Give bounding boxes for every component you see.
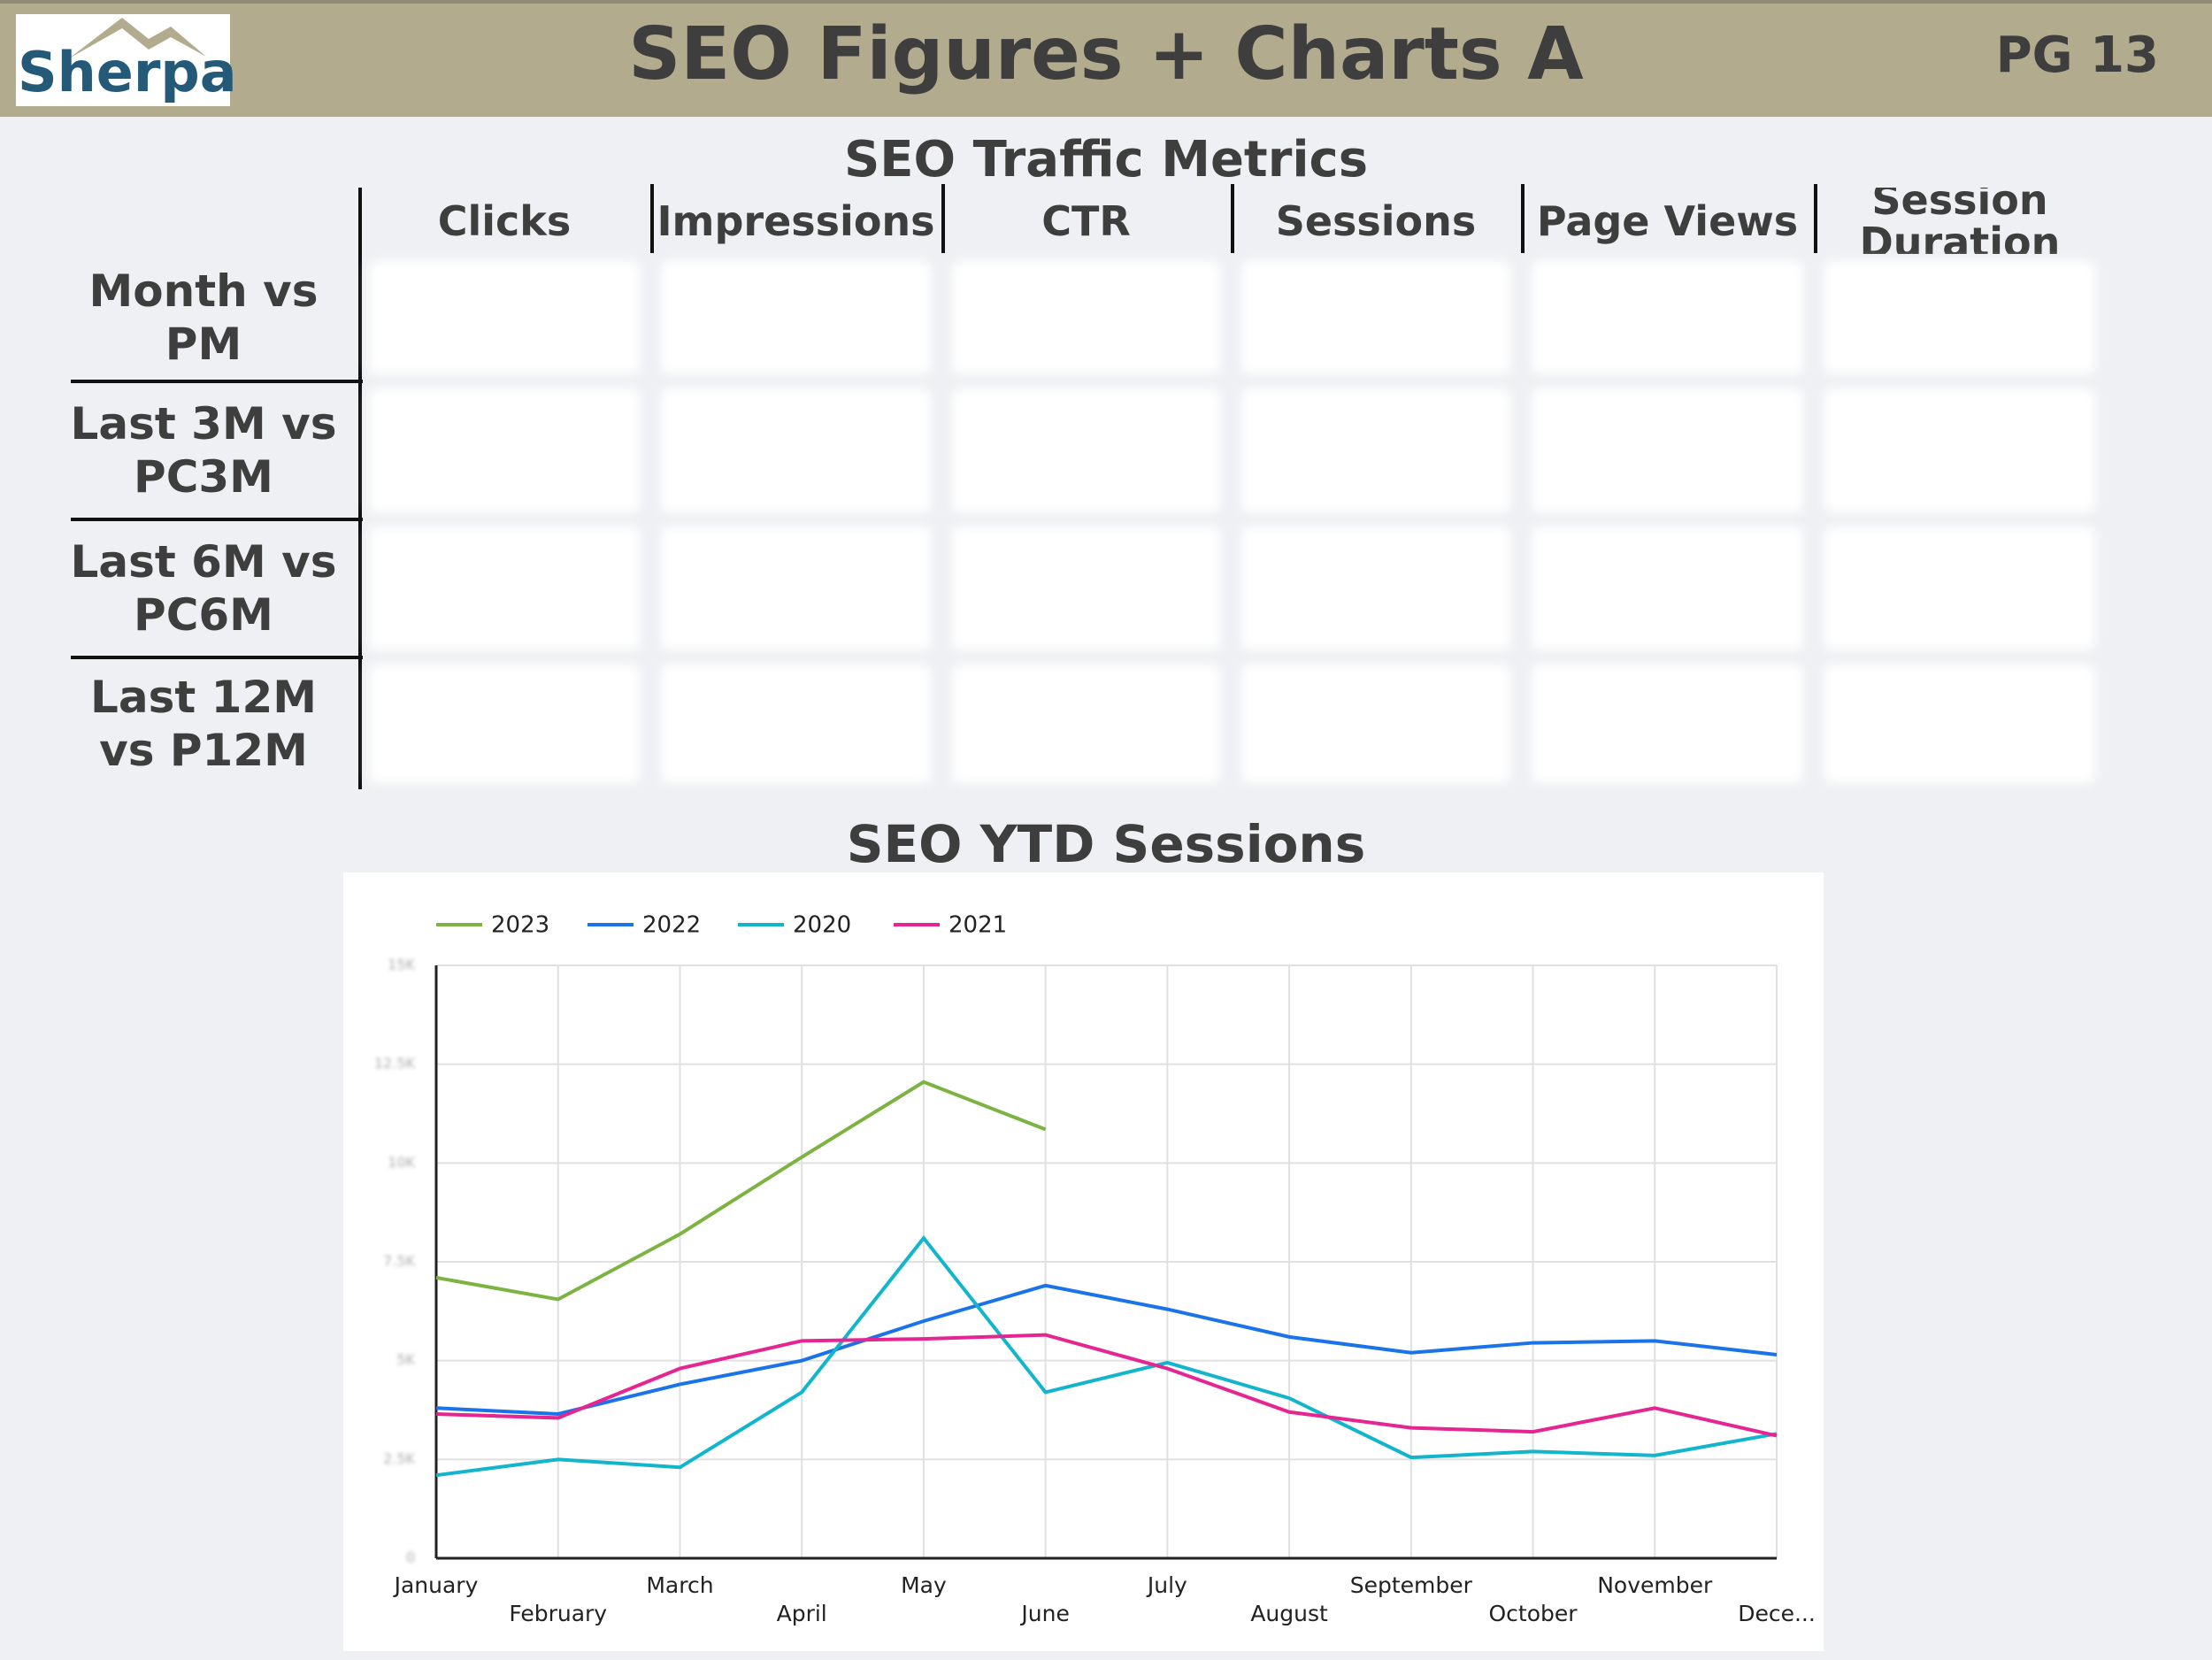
x-tick-label: January	[393, 1572, 479, 1598]
column-header: Sessions	[1275, 196, 1477, 245]
column-header: Impressions	[657, 196, 935, 245]
blurred-cell	[1241, 526, 1510, 650]
blurred-cell	[952, 665, 1220, 783]
blurred-cell	[369, 526, 640, 650]
blurred-cell	[1824, 665, 2095, 783]
x-tick-label: July	[1146, 1572, 1187, 1598]
y-tick-label: 10K	[388, 1154, 415, 1171]
row-header: Month vs PM	[88, 265, 319, 370]
x-tick-label: June	[1019, 1601, 1069, 1626]
series-line	[435, 1283, 1778, 1416]
row-divider	[71, 380, 363, 383]
x-tick-label: February	[509, 1601, 607, 1626]
logo: Sherpa	[16, 14, 237, 106]
blurred-cell	[1532, 526, 1803, 650]
blurred-cell	[1824, 261, 2095, 374]
y-tick-label: 5K	[396, 1351, 415, 1368]
y-tick-label: 12.5K	[374, 1055, 416, 1072]
column-divider	[941, 184, 945, 253]
blurred-cell	[369, 388, 640, 512]
x-tick-label: March	[646, 1572, 713, 1598]
column-header: Session Duration	[1859, 188, 2061, 254]
blurred-cell	[1532, 388, 1803, 512]
page-number: PG 13	[1995, 27, 2159, 84]
blurred-cell	[1824, 526, 2095, 650]
blurred-cell	[1824, 388, 2095, 512]
row-header: Last 6M vs PC6M	[70, 536, 337, 641]
logo-mountain	[69, 18, 206, 58]
column-header: Clicks	[437, 196, 572, 245]
logo-text: Sherpa	[18, 40, 237, 104]
blurred-cell	[952, 526, 1220, 650]
series-line	[435, 1333, 1778, 1438]
y-tick-label: 15K	[388, 957, 415, 973]
blurred-cell	[369, 665, 640, 783]
y-tick-label: 0	[406, 1549, 415, 1566]
header-bar	[0, 0, 2212, 117]
column-divider	[358, 188, 362, 789]
series-line	[435, 1234, 1778, 1478]
blurred-cell	[1241, 388, 1510, 512]
x-tick-label: May	[901, 1572, 947, 1598]
blurred-cell	[661, 665, 931, 783]
y-tick-label: 7.5K	[383, 1253, 415, 1270]
chart-title: SEO YTD Sessions	[846, 814, 1366, 874]
column-divider	[650, 184, 654, 253]
blurred-cell	[952, 261, 1220, 374]
y-tick-label: 2.5K	[383, 1450, 415, 1467]
blurred-cell	[952, 388, 1220, 512]
x-tick-label: November	[1597, 1572, 1713, 1598]
column-divider	[1231, 184, 1234, 253]
blurred-cell	[369, 261, 640, 374]
column-header: CTR	[1041, 196, 1131, 245]
blurred-cell	[1532, 665, 1803, 783]
legend-label: 2022	[642, 912, 701, 939]
blurred-cell	[1241, 665, 1510, 783]
column-divider	[1521, 184, 1525, 253]
legend-label: 2020	[793, 912, 851, 939]
x-tick-label: September	[1350, 1572, 1473, 1598]
x-tick-label: October	[1489, 1601, 1578, 1626]
x-tick-label: April	[777, 1601, 827, 1626]
x-tick-label: August	[1250, 1601, 1328, 1626]
row-header: Last 3M vs PC3M	[70, 398, 337, 503]
row-divider	[71, 656, 363, 659]
blurred-cell	[661, 388, 931, 512]
row-divider	[71, 518, 363, 521]
legend-label: 2023	[491, 912, 549, 939]
column-header: Page Views	[1536, 196, 1799, 245]
series-line	[435, 1080, 1047, 1302]
row-header: Last 12M vs P12M	[89, 672, 317, 776]
legend-label: 2021	[949, 912, 1007, 939]
blurred-cell	[661, 526, 931, 650]
page-title: SEO Figures + Charts A	[628, 12, 1584, 96]
column-divider	[1814, 184, 1817, 253]
x-tick-label: Dece...	[1738, 1601, 1816, 1626]
blurred-cell	[661, 261, 931, 374]
blurred-cell	[1532, 261, 1803, 374]
table-title: SEO Traffic Metrics	[843, 131, 1369, 188]
blurred-cell	[1241, 261, 1510, 374]
